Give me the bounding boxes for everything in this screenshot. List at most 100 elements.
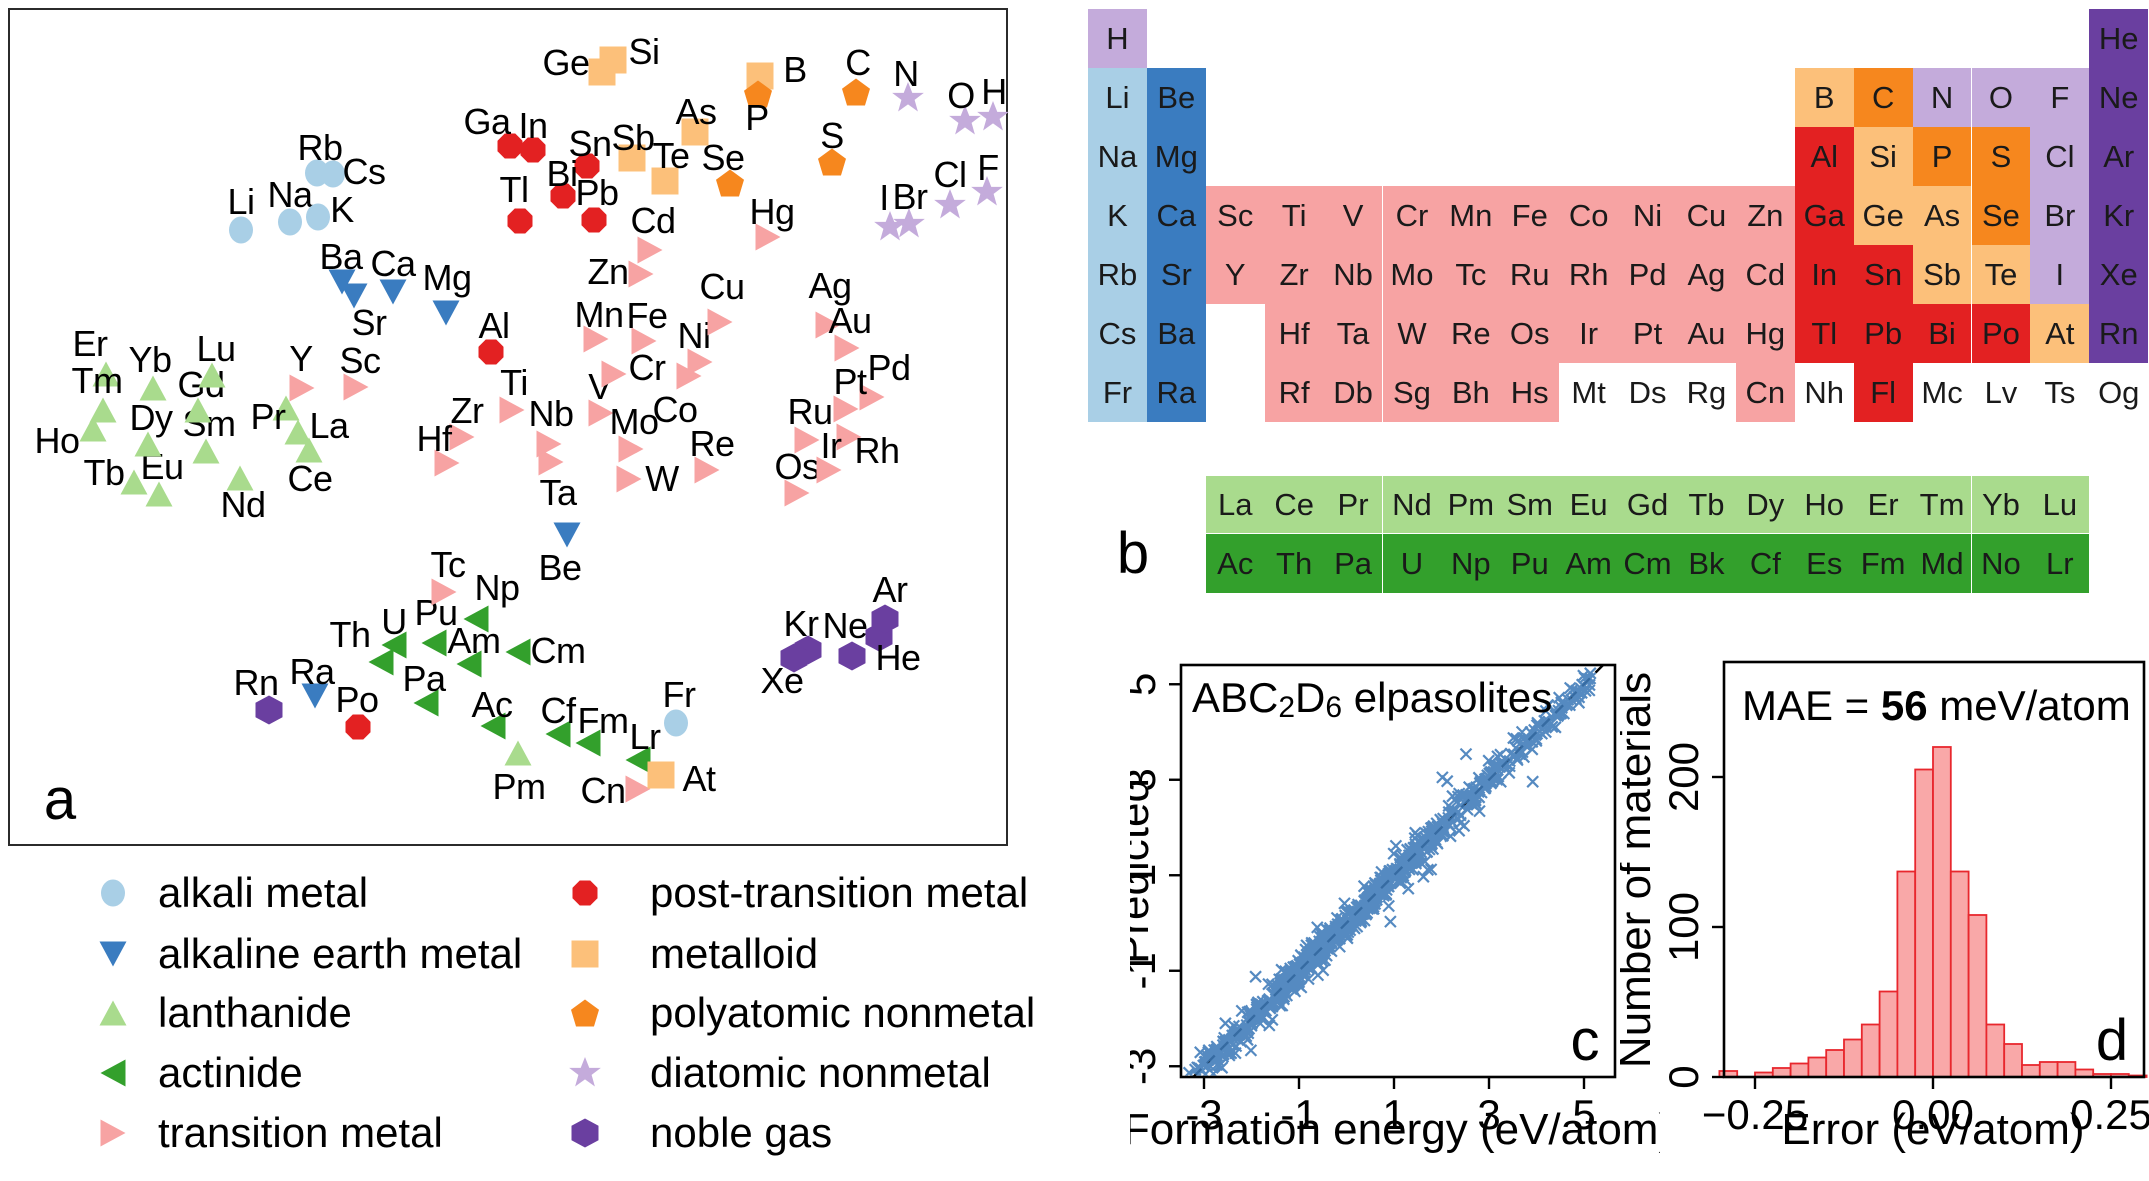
ptable-cell: H: [1088, 9, 1147, 68]
ptable-cell: Hs: [1500, 363, 1560, 422]
histogram-bar: [2038, 1061, 2059, 1078]
ptable-cell: Ru: [1500, 245, 1560, 304]
ptable-cell: Fe: [1500, 186, 1560, 245]
legend-item-label: diatomic nonmetal: [650, 1049, 991, 1096]
ptable-cell: Tm: [1912, 476, 1972, 533]
y-tick-label: 5: [1130, 673, 1164, 696]
element-label: Ra: [289, 651, 335, 692]
element-label: Al: [478, 305, 510, 346]
legend-square-icon: [571, 940, 599, 968]
histogram-bar: [2021, 1064, 2041, 1078]
y-tick-label: 200: [1660, 742, 1707, 812]
element-label: B: [783, 49, 807, 90]
ptable-cell: Ge: [1853, 186, 1913, 245]
ptable-cell: Nh: [1794, 363, 1854, 422]
panel-c-parity-plot: -3 -1 1 3 5 5 3 1 -1 -3 ABC2D6 elpasolites Formatio…: [1130, 663, 1660, 1154]
element-marker: [618, 144, 646, 172]
ptable-cell: Ga: [1794, 186, 1854, 245]
ptable-cell: Se: [1971, 186, 2031, 245]
element-marker: [507, 208, 533, 234]
ptable-cell: Cu: [1677, 186, 1736, 245]
ptable-cell: W: [1382, 304, 1442, 363]
element-label: Mg: [422, 257, 472, 298]
element-label: Dy: [129, 397, 174, 438]
ptable-cell: Md: [1912, 534, 1972, 593]
ptable-cell: La: [1205, 476, 1265, 533]
element-label: N: [893, 53, 919, 94]
element-label: Ge: [542, 42, 590, 83]
element-label: Ru: [787, 391, 833, 432]
element-marker: [681, 118, 709, 146]
element-label: S: [820, 115, 844, 156]
ptable-cell: Hg: [1735, 304, 1795, 363]
element-marker: [550, 183, 576, 209]
histogram-bar: [2003, 1043, 2023, 1078]
ptable-cell: Ta: [1323, 304, 1383, 363]
element-label: Tc: [430, 544, 467, 585]
panel-c-letter: c: [1571, 1008, 1600, 1073]
element-label: Br: [892, 176, 929, 217]
ptable-cell: Mn: [1441, 186, 1501, 245]
element-label: Sn: [568, 123, 612, 164]
panel-c-title: ABC2D6 elpasolites: [1192, 674, 1552, 724]
ptable-cell: Rb: [1088, 245, 1147, 304]
ptable-cell: Cf: [1735, 534, 1795, 593]
legend-item-label: post-transition metal: [650, 869, 1029, 916]
element-label: Sc: [339, 340, 381, 381]
y-tick-label: -1: [1130, 952, 1164, 989]
element-label: Ni: [677, 315, 712, 356]
ptable-cell: Mt: [1559, 363, 1619, 422]
element-label: Cs: [342, 151, 387, 192]
ptable-cell: Tl: [1794, 304, 1854, 363]
histogram-bar: [1949, 870, 1970, 1078]
ptable-cell: Ag: [1677, 245, 1736, 304]
ptable-cell: Rg: [1677, 363, 1736, 422]
element-label: Hg: [749, 191, 795, 232]
histogram-bar: [1967, 914, 1988, 1078]
ptable-cell: At: [2030, 304, 2090, 363]
element-label: Tm: [71, 360, 123, 401]
element-label: Re: [689, 423, 735, 464]
element-label: Cl: [933, 154, 968, 195]
element-label: Yb: [128, 339, 172, 380]
element-marker: [581, 207, 607, 233]
ptable-cell: Pd: [1618, 245, 1677, 304]
ptable-cell: Ir: [1559, 304, 1619, 363]
ptable-cell: Ni: [1618, 186, 1677, 245]
element-label: Ca: [370, 243, 416, 284]
legend-item-label: noble gas: [650, 1109, 833, 1156]
histogram-bar: [1843, 1038, 1863, 1078]
ptable-cell: Gd: [1618, 476, 1677, 533]
element-marker: [588, 58, 616, 86]
legend-item-label: transition metal: [158, 1109, 443, 1156]
ptable-cell: Yb: [1971, 476, 2031, 533]
legend-tri-left-icon: [100, 1059, 126, 1087]
histogram-bar: [1789, 1062, 1810, 1078]
element-label: Rh: [854, 430, 900, 471]
x-tick-label: -1: [1280, 1091, 1317, 1138]
x-tick-label: -3: [1185, 1091, 1222, 1138]
element-label: Na: [267, 174, 313, 215]
legend-hexagon-icon: [571, 1118, 599, 1148]
element-label: K: [330, 189, 354, 230]
scatter-points: [1182, 667, 1597, 1076]
ptable-cell: Mc: [1912, 363, 1972, 422]
element-label: Lu: [196, 328, 236, 369]
element-label: Ce: [287, 458, 333, 499]
element-label: Th: [329, 614, 371, 655]
element-label: Y: [289, 338, 313, 379]
ptable-cell: Eu: [1559, 476, 1619, 533]
panel-d-letter: d: [2096, 1008, 2128, 1073]
ptable-cell: Ca: [1146, 186, 1206, 245]
x-tick-label: −0.25: [1702, 1091, 1808, 1138]
element-label: Bi: [546, 153, 578, 194]
histogram-bar: [1914, 768, 1934, 1078]
ptable-cell: P: [1912, 127, 1972, 186]
ptable-cell: Cn: [1735, 363, 1795, 422]
element-marker: [520, 137, 546, 163]
element-label: Pd: [867, 347, 911, 388]
legend-octagon-icon: [572, 880, 598, 906]
ptable-cell: S: [1971, 127, 2031, 186]
ptable-cell: Os: [1500, 304, 1560, 363]
